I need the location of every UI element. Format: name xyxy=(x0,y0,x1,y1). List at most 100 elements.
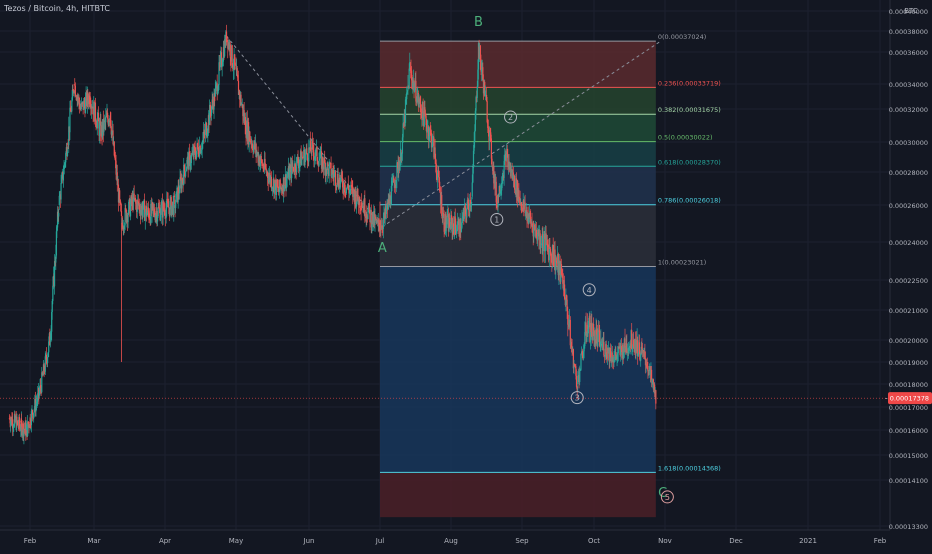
candle-body xyxy=(618,346,621,348)
candle-body xyxy=(269,172,271,183)
candle-body xyxy=(266,171,269,178)
candle-body xyxy=(42,374,44,376)
candle-body xyxy=(94,102,97,121)
candle-body xyxy=(626,351,629,353)
candle-body xyxy=(152,202,154,205)
candle-body xyxy=(564,284,566,299)
candle-body xyxy=(128,198,130,202)
candle-body xyxy=(285,174,287,189)
candle-body xyxy=(241,104,243,106)
candle-body xyxy=(646,364,648,367)
candle-body xyxy=(525,211,527,213)
candle-body xyxy=(381,225,383,229)
candle-body xyxy=(374,216,376,226)
candle-body xyxy=(70,111,72,113)
candle-body xyxy=(580,351,583,354)
candle-body xyxy=(443,213,445,232)
candle-body xyxy=(390,185,392,205)
candle-body xyxy=(370,209,372,228)
candle-body xyxy=(209,104,211,112)
candle-body xyxy=(260,155,262,161)
candle-body xyxy=(414,80,416,89)
candle-body xyxy=(355,191,357,207)
candle-body xyxy=(75,97,78,101)
candle-body xyxy=(122,222,124,230)
candle-body xyxy=(102,119,104,133)
candle-body xyxy=(214,88,216,97)
candle-body xyxy=(25,424,28,427)
candle-body xyxy=(456,229,458,231)
candle-body xyxy=(272,187,274,189)
candle-body xyxy=(299,160,301,164)
fib-band xyxy=(380,204,656,267)
candle-body xyxy=(429,128,431,137)
candle-body xyxy=(468,203,470,211)
candle-body xyxy=(611,352,613,362)
candle-body xyxy=(398,165,400,171)
candle-body xyxy=(584,322,587,333)
candle-body xyxy=(578,375,580,382)
candle-body xyxy=(580,353,582,370)
candle-body xyxy=(148,213,151,219)
candle-body xyxy=(244,117,247,135)
candle-body xyxy=(173,195,176,197)
candle-body xyxy=(512,172,514,181)
candle-body xyxy=(347,183,349,189)
candle-body xyxy=(295,170,297,173)
candle-body xyxy=(461,218,463,228)
candle-body xyxy=(45,354,48,360)
candle-body xyxy=(570,342,573,348)
candle-body xyxy=(315,146,318,150)
candle-body xyxy=(132,197,134,210)
candle-body xyxy=(224,39,226,46)
candle-body xyxy=(509,162,511,170)
x-tick-label: Nov xyxy=(658,537,672,545)
candle-body xyxy=(167,201,169,207)
candle-body xyxy=(333,173,335,178)
candle-body xyxy=(553,249,556,262)
candle-body xyxy=(161,201,164,218)
candle-body xyxy=(398,165,400,173)
candle-body xyxy=(67,142,69,146)
candle-body xyxy=(448,217,450,232)
candle-body xyxy=(618,347,620,348)
candle-body xyxy=(221,65,223,68)
candle-body xyxy=(464,207,467,215)
candle-body xyxy=(24,429,26,431)
candle-body xyxy=(165,208,167,219)
candle-body xyxy=(175,191,177,203)
candle-body xyxy=(375,218,377,223)
candle-body xyxy=(542,238,545,251)
candle-body xyxy=(363,205,365,213)
candle-body xyxy=(56,227,58,232)
candle-body xyxy=(155,214,157,221)
candle-body xyxy=(253,141,255,146)
candle-body xyxy=(266,171,268,173)
candle-body xyxy=(189,153,191,167)
candle-body xyxy=(602,343,604,348)
candle-body xyxy=(157,207,159,217)
candle-body xyxy=(224,39,226,57)
candle-body xyxy=(339,177,341,184)
candle-body xyxy=(340,177,342,184)
candle-body xyxy=(125,208,127,210)
candle-body xyxy=(298,163,300,169)
candle-body xyxy=(112,130,114,145)
candle-body xyxy=(474,130,476,142)
candle-body xyxy=(294,164,297,171)
candle-body xyxy=(525,210,527,212)
candle-body xyxy=(459,218,461,237)
candle-body xyxy=(185,171,187,177)
candle-body xyxy=(320,151,322,153)
candle-body xyxy=(378,219,380,226)
candle-body xyxy=(497,194,499,208)
candle-body xyxy=(533,225,536,227)
candle-body xyxy=(579,370,581,382)
fib-level-label: 1(0.00023021) xyxy=(658,259,707,267)
candle-body xyxy=(147,207,149,213)
candle-body xyxy=(631,330,633,350)
candle-body xyxy=(625,343,627,352)
candle-body xyxy=(515,178,518,198)
